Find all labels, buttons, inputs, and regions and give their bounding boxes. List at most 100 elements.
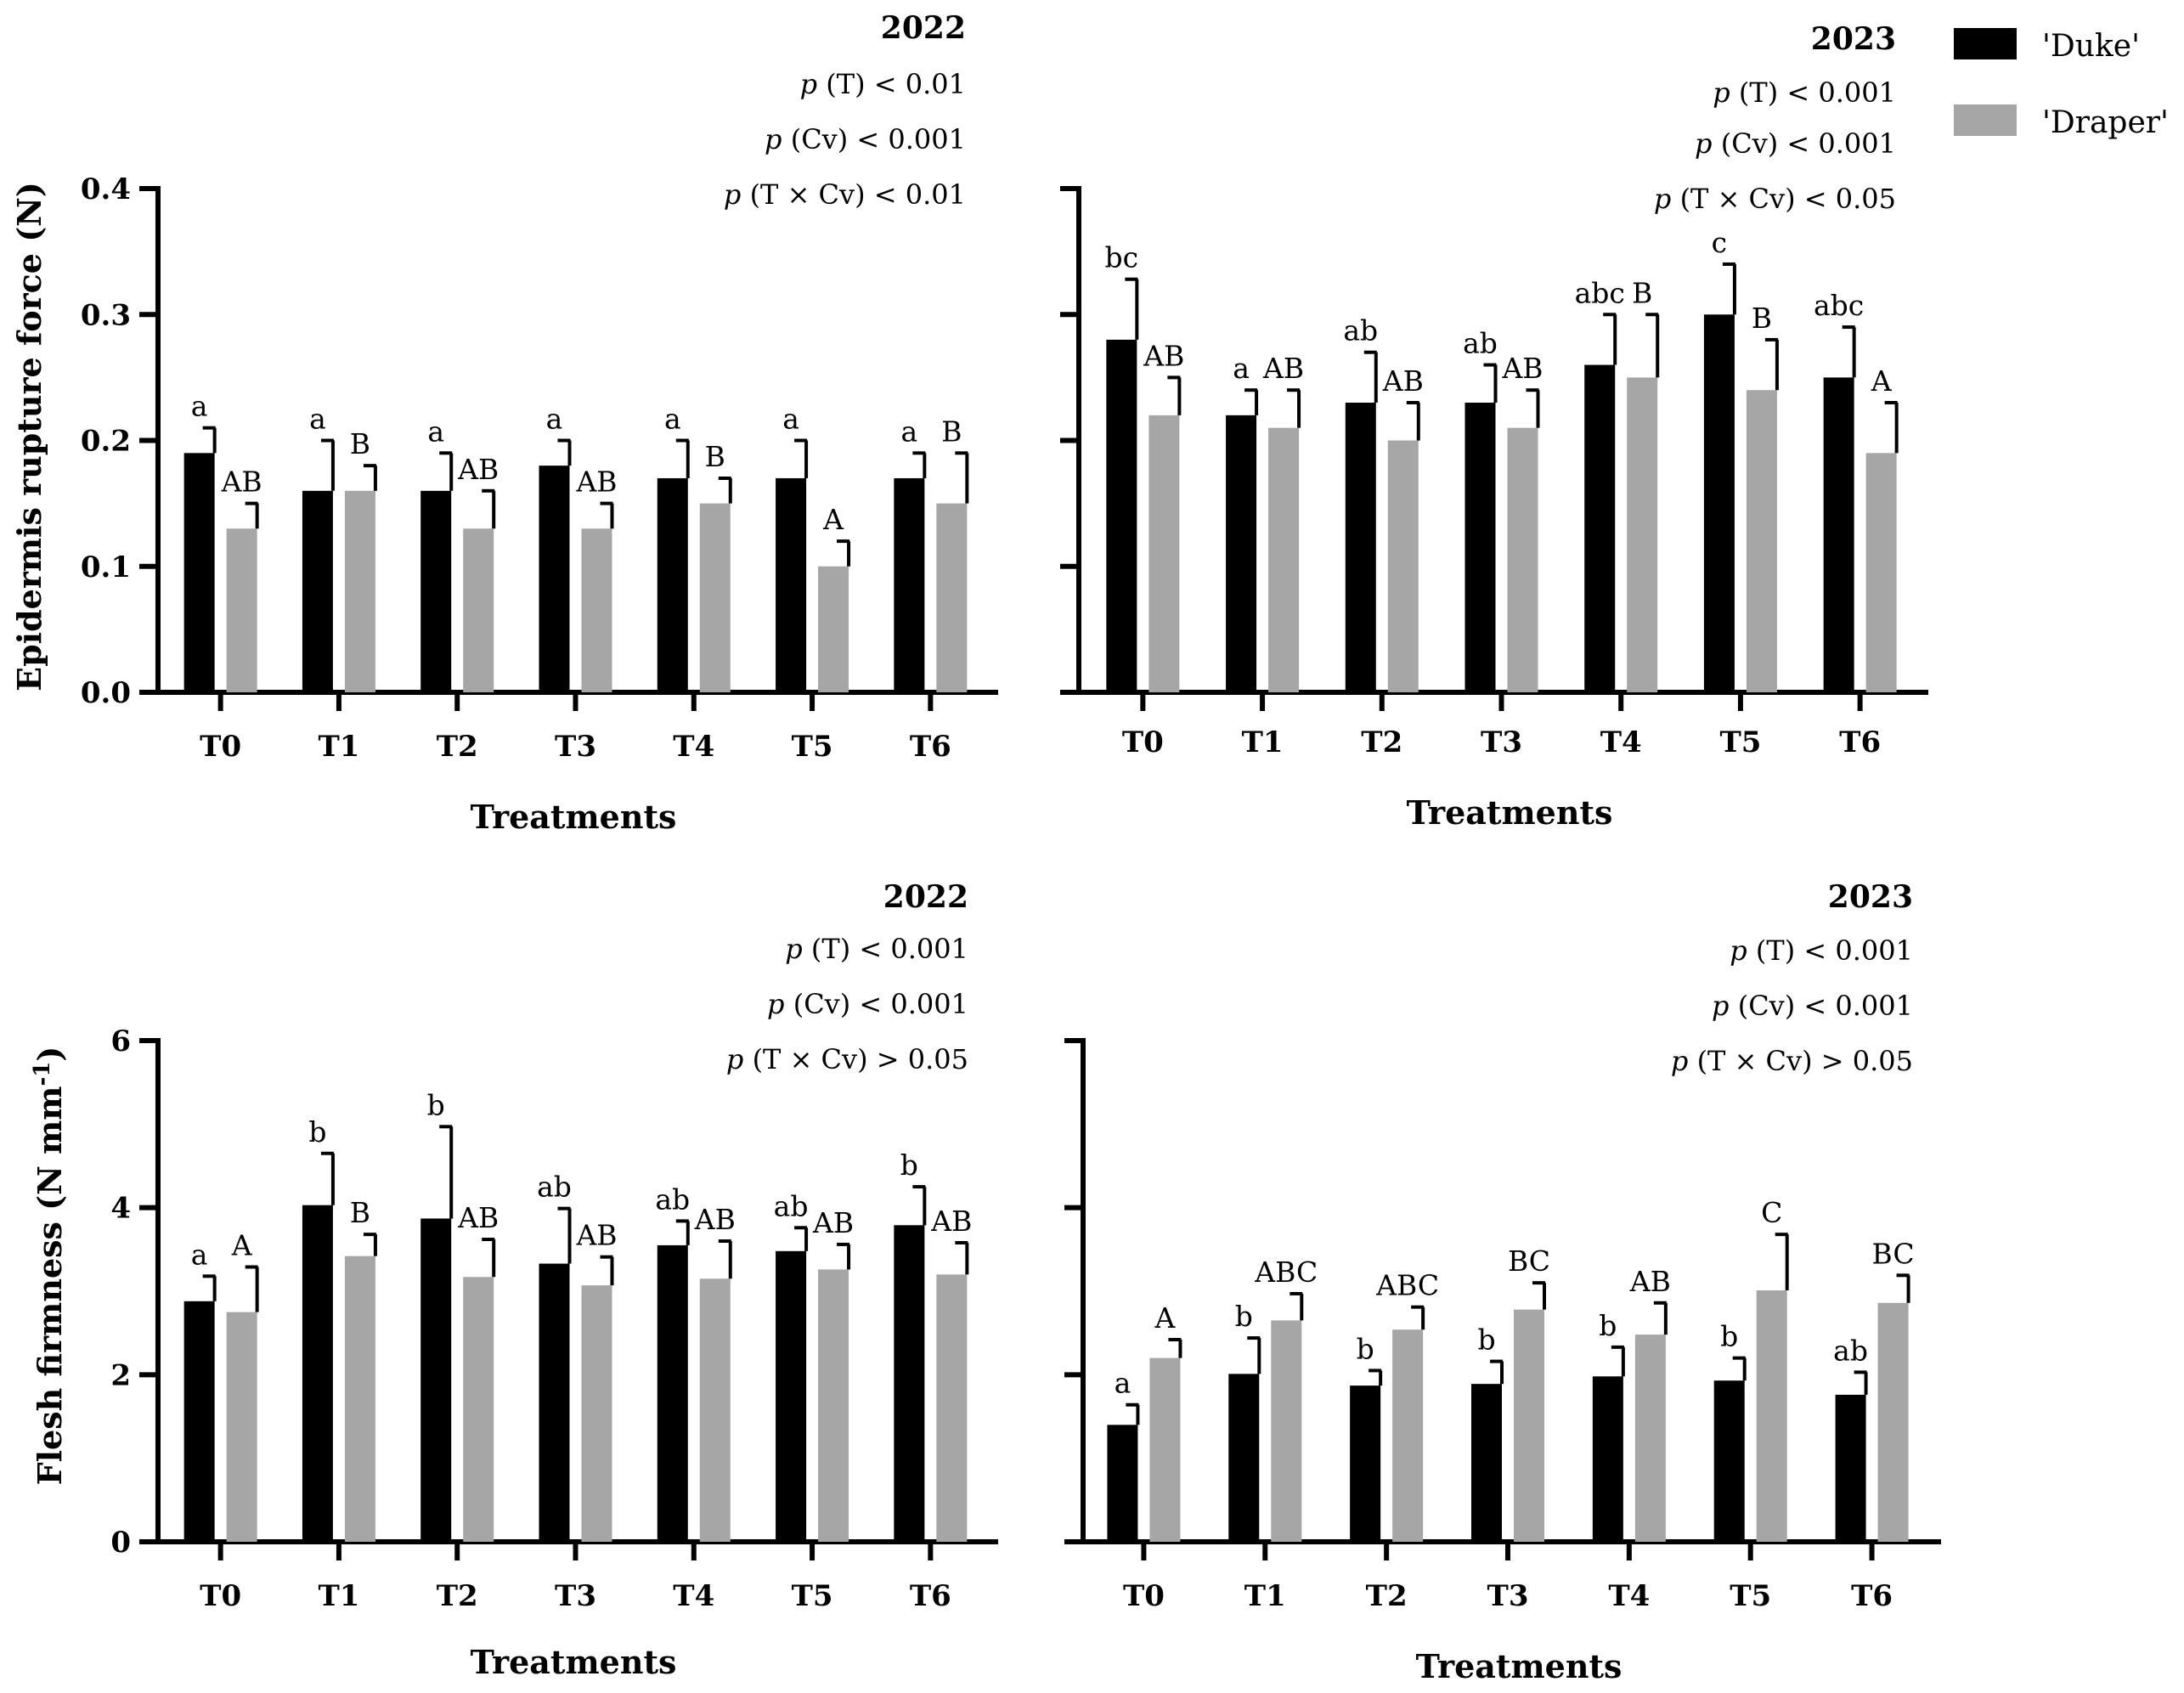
p-symbol: p [767, 988, 784, 1020]
bar-draper [1148, 415, 1180, 692]
bar-duke [1592, 1376, 1623, 1542]
x-tick-label: T3 [555, 1579, 596, 1613]
significance-letter: AB [1143, 339, 1184, 372]
significance-letter: AB [1501, 352, 1543, 385]
panel-year-title: 2022 [883, 879, 968, 915]
p-value-text: (T × Cv) > 0.05 [1688, 1045, 1913, 1077]
bar-draper [936, 1274, 968, 1542]
significance-letter: b [1235, 1300, 1253, 1333]
bar-duke [1823, 377, 1854, 692]
x-tick-label: T0 [200, 730, 241, 764]
bar-draper [1268, 427, 1300, 692]
p-symbol: p [800, 68, 817, 100]
significance-letter: ab [537, 1171, 572, 1204]
significance-letter: c [1712, 226, 1727, 259]
significance-letter: AB [221, 466, 262, 499]
significance-letter: b [1357, 1332, 1374, 1365]
y-axis-title-firmness-close: ) [31, 1047, 69, 1062]
legend: 'Duke' 'Draper' [1954, 28, 2169, 140]
bar-draper [1746, 390, 1777, 692]
x-tick-label: T2 [437, 1579, 478, 1613]
x-tick-label: T5 [1730, 1579, 1771, 1613]
bar-duke [420, 1218, 452, 1542]
bar-duke [1226, 415, 1257, 692]
p-value-line: p (T) < 0.001 [785, 933, 968, 965]
significance-letter: A [1154, 1301, 1177, 1335]
p-symbol: p [1713, 76, 1730, 109]
significance-letter: a [427, 415, 444, 448]
panel-year-title: 2023 [1828, 879, 1913, 915]
panel-d: T0aAT1bABCT2bABCT3bBCT4bABT5bCT6abBCTrea… [1064, 879, 1941, 1685]
x-axis-title: Treatments [1416, 1647, 1622, 1685]
x-tick-label: T2 [437, 730, 478, 764]
bar-draper [818, 566, 849, 692]
x-tick-label: T2 [1366, 1579, 1408, 1613]
bar-draper [226, 528, 257, 692]
bar-duke [776, 477, 807, 692]
x-tick-label: T1 [318, 1579, 359, 1613]
x-tick-label: T0 [1123, 1579, 1165, 1613]
bar-draper [463, 528, 494, 692]
p-value-text: (T × Cv) < 0.01 [741, 178, 966, 211]
x-axis-title: Treatments [471, 798, 677, 836]
p-value-line: p (Cv) < 0.001 [1712, 990, 1913, 1022]
bar-duke [1713, 1380, 1745, 1542]
significance-letter: AB [694, 1203, 736, 1236]
bar-draper [344, 1256, 375, 1542]
p-value-text: (T) < 0.001 [1747, 934, 1913, 967]
p-value-line: p (Cv) < 0.001 [765, 123, 966, 155]
significance-letter: a [546, 403, 563, 436]
p-symbol: p [1654, 183, 1671, 215]
bar-draper [1387, 440, 1419, 692]
bar-duke [539, 1263, 570, 1542]
significance-letter: BC [1872, 1237, 1915, 1270]
bar-duke [183, 1301, 215, 1542]
significance-letter: AB [930, 1205, 972, 1238]
significance-letter: ab [774, 1189, 809, 1222]
significance-letter: AB [812, 1206, 854, 1239]
significance-letter: b [308, 1115, 326, 1148]
y-tick-label: 0.1 [81, 550, 131, 584]
legend-swatch-duke [1954, 28, 2017, 59]
y-tick-label: 0.2 [81, 425, 131, 459]
chart-panels: 0.00.10.20.30.4T0aABT1aBT2aABT3aABT4aBT5… [81, 10, 1941, 1685]
significance-letter: B [1752, 302, 1772, 335]
p-value-text: (T × Cv) > 0.05 [743, 1043, 968, 1075]
significance-letter: a [782, 403, 799, 436]
legend-label-duke: 'Duke' [2042, 29, 2140, 64]
p-value-line: p (T) < 0.001 [1730, 934, 1913, 967]
x-tick-label: T6 [910, 1579, 951, 1613]
bar-draper [818, 1269, 849, 1542]
bar-duke [1703, 314, 1735, 692]
x-tick-label: T5 [1719, 725, 1761, 759]
p-symbol: p [1712, 990, 1729, 1022]
x-tick-label: T4 [1608, 1579, 1650, 1613]
bar-duke [1228, 1374, 1260, 1542]
x-tick-label: T3 [1487, 1579, 1529, 1613]
y-tick-label: 0 [110, 1526, 131, 1560]
y-tick-label: 4 [110, 1192, 131, 1226]
y-tick-label: 2 [110, 1358, 131, 1392]
significance-letter: AB [575, 466, 617, 499]
x-tick-label: T1 [1244, 1579, 1286, 1613]
x-tick-label: T4 [673, 730, 714, 764]
bar-draper [699, 503, 731, 692]
significance-letter: abc [1814, 289, 1864, 322]
bar-duke [657, 1244, 688, 1542]
p-value-line: p (Cv) < 0.001 [1695, 127, 1896, 160]
bar-duke [1350, 1385, 1381, 1542]
p-value-line: p (T × Cv) < 0.05 [1654, 183, 1896, 215]
x-axis-title: Treatments [471, 1643, 677, 1681]
significance-letter: ABC [1375, 1269, 1439, 1302]
x-tick-label: T3 [555, 730, 596, 764]
p-value-text: (T) < 0.01 [817, 68, 966, 100]
y-axis-title-firmness-main: Flesh firmness (N mm [31, 1086, 69, 1485]
legend-label-draper: 'Draper' [2042, 105, 2169, 140]
bar-duke [894, 477, 925, 692]
p-value-text: (T) < 0.001 [1730, 76, 1896, 109]
panel-year-title: 2023 [1811, 21, 1896, 57]
x-tick-label: T5 [792, 1579, 833, 1613]
bar-draper [581, 528, 612, 692]
bar-duke [1107, 1425, 1138, 1542]
